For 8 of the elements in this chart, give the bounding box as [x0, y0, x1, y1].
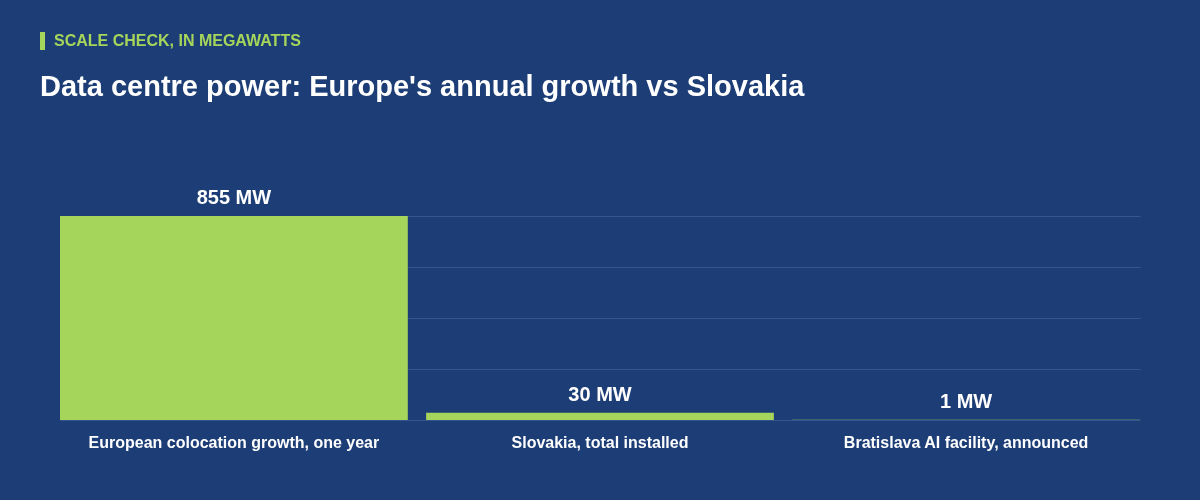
data-label: 855 MW	[196, 186, 272, 208]
chart-title: Data centre power: Europe's annual growth vs Slovakia	[40, 70, 805, 103]
x-tick-label: Bratislava AI facility, announced	[843, 433, 1089, 451]
x-tick-label: European colocation growth, one year	[88, 433, 380, 451]
data-label: 1 MW	[939, 389, 993, 412]
data-label: 30 MW	[568, 382, 632, 405]
x-tick-label: Slovakia, total installed	[511, 433, 689, 451]
chart-subtitle: SCALE CHECK, IN MEGAWATTS	[54, 32, 301, 50]
